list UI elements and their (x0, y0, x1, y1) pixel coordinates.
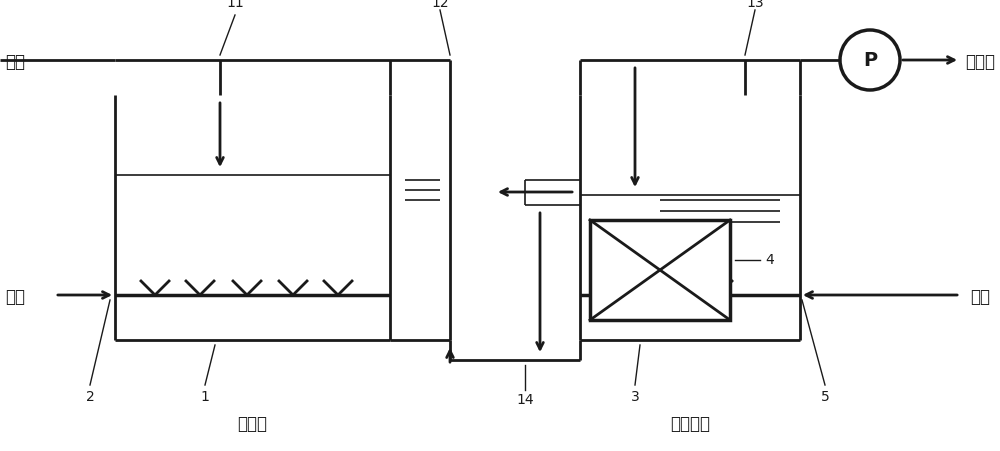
Text: 空气: 空气 (5, 288, 25, 306)
Text: 3: 3 (631, 390, 639, 404)
Text: 11: 11 (226, 0, 244, 10)
Text: 空气: 空气 (970, 288, 990, 306)
Text: 14: 14 (516, 393, 534, 407)
Text: 处理水: 处理水 (965, 53, 995, 71)
Text: 12: 12 (431, 0, 449, 10)
Bar (590, 220, 730, 320)
Text: 原水: 原水 (5, 53, 25, 71)
Text: 5: 5 (821, 390, 829, 404)
Text: P: P (863, 51, 877, 69)
Text: 曝气槽: 曝气槽 (237, 415, 267, 433)
Text: 4: 4 (765, 253, 774, 267)
Text: 13: 13 (746, 0, 764, 10)
Text: 1: 1 (201, 390, 209, 404)
Text: 膜分离槽: 膜分离槽 (670, 415, 710, 433)
Text: 2: 2 (86, 390, 94, 404)
